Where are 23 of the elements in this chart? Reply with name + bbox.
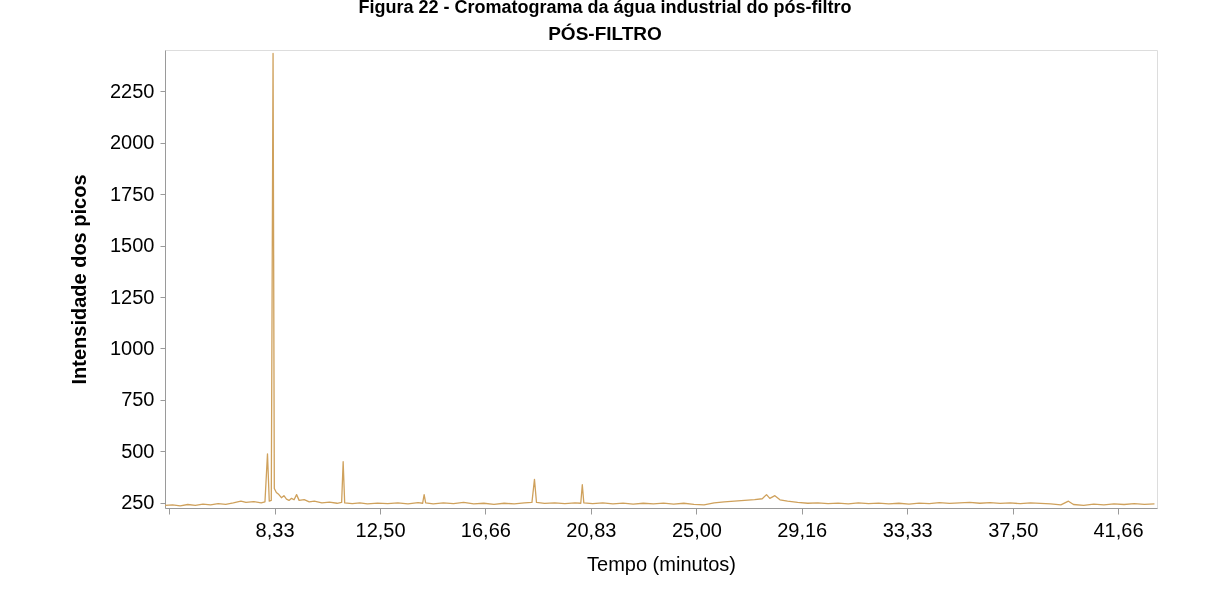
x-tick-label: 8,33 [255,518,295,541]
y-tick-label: 1750 [110,182,155,205]
y-tick-label: 1000 [110,336,155,359]
y-tick-label: 2250 [110,79,155,102]
y-axis-title: Intensidade dos picos [68,174,91,385]
chart-subtitle: PÓS-FILTRO [548,23,662,44]
line-series [165,52,1156,507]
x-tick-label: 37,50 [988,518,1039,541]
chart-title: Figura 22 - Cromatograma da água industrial do pós-filtro [358,0,852,17]
x-tick-label: 41,66 [1093,518,1144,541]
x-axis-title: Tempo (minutos) [587,552,736,575]
x-tick-label: 25,00 [671,518,722,541]
y-tick-label: 1250 [110,285,155,308]
x-tick-label: 33,33 [882,518,933,541]
x-tick-label: 12,50 [355,518,406,541]
y-tick-label: 500 [121,439,155,462]
x-tick-label: 29,16 [777,518,828,541]
x-tick-label: 20,83 [566,518,617,541]
y-tick-label: 250 [121,491,155,514]
y-tick-label: 750 [121,388,155,411]
y-tick-label: 1500 [110,234,155,257]
y-tick-label: 2000 [110,131,155,154]
x-tick-label: 16,66 [460,518,511,541]
